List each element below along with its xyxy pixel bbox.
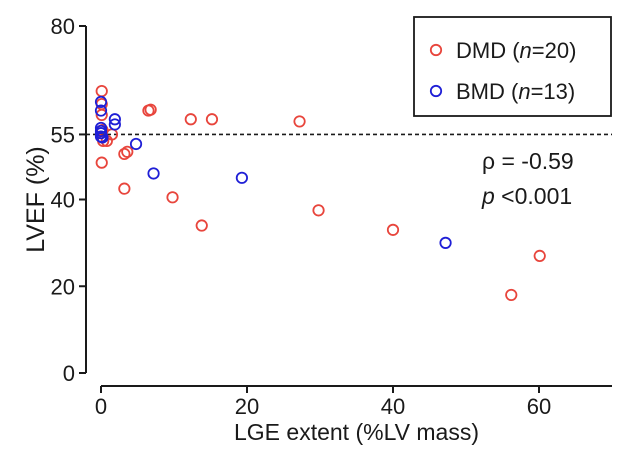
bmd-point	[129, 137, 143, 151]
dmd-point	[95, 84, 108, 98]
legend: DMD (n=20) BMD (n=13)	[413, 16, 612, 117]
legend-label: BMD (n=13)	[456, 79, 575, 104]
x-tick-label: 20	[235, 394, 259, 419]
dmd-point	[184, 113, 197, 126]
bmd-point	[94, 104, 108, 117]
bmd-point	[108, 113, 121, 126]
bmd-point	[96, 131, 109, 144]
dmd-point	[95, 156, 108, 169]
rho-annotation: ρ = -0.59	[482, 148, 574, 174]
y-axis-title: LVEF (%)	[22, 146, 50, 253]
bmd-point	[108, 118, 121, 131]
bmd-point	[94, 95, 108, 109]
dmd-point	[95, 108, 108, 122]
dmd-point	[386, 223, 400, 236]
x-tick-label: 0	[95, 394, 107, 419]
dmd-point	[144, 103, 157, 116]
legend-label: DMD (n=20)	[456, 38, 576, 63]
y-tick-label: 20	[51, 274, 75, 299]
p-value-annotation: p <0.001	[481, 183, 572, 209]
x-tick-label: 60	[527, 394, 551, 419]
legend-marker	[429, 43, 443, 57]
dmd-point	[505, 288, 518, 302]
y-tick-label: 0	[63, 361, 75, 386]
legend-box	[413, 16, 612, 117]
x-tick-label: 40	[381, 394, 405, 419]
dmd-point	[118, 147, 131, 161]
stats-annotation: ρ = -0.59 p <0.001	[481, 148, 574, 209]
dmd-point	[533, 249, 546, 262]
dmd-point	[195, 219, 208, 232]
y-tick-label: 55	[51, 122, 75, 147]
data-points	[94, 84, 546, 302]
bmd-point	[235, 171, 248, 184]
legend-marker	[429, 84, 443, 98]
dmd-point	[293, 115, 306, 128]
bmd-point	[439, 236, 452, 249]
axes: 0 20 40 55 80 0 20 40 60 LGE extent (%LV mass) LVE…	[22, 14, 612, 445]
dmd-point	[121, 145, 134, 158]
dmd-point	[312, 204, 325, 217]
y-tick-label: 40	[51, 188, 75, 213]
dmd-point	[166, 191, 179, 204]
y-tick-label: 80	[51, 14, 75, 39]
dmd-point	[118, 182, 131, 195]
x-axis-title: LGE extent (%LV mass)	[234, 419, 479, 445]
bmd-point	[147, 167, 160, 180]
dmd-point	[205, 113, 219, 126]
